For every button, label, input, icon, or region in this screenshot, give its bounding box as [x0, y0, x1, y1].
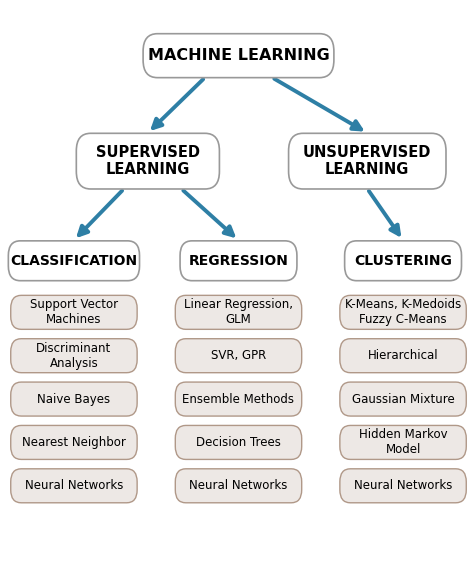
FancyBboxPatch shape [175, 469, 301, 503]
FancyBboxPatch shape [339, 339, 465, 373]
Text: Nearest Neighbor: Nearest Neighbor [22, 436, 126, 449]
FancyBboxPatch shape [339, 382, 465, 416]
Text: CLASSIFICATION: CLASSIFICATION [10, 254, 137, 268]
FancyBboxPatch shape [8, 241, 139, 281]
Text: Hidden Markov
Model: Hidden Markov Model [358, 428, 446, 456]
Text: Hierarchical: Hierarchical [367, 349, 437, 362]
FancyBboxPatch shape [10, 382, 137, 416]
Text: Gaussian Mixture: Gaussian Mixture [351, 393, 454, 406]
Text: Ensemble Methods: Ensemble Methods [182, 393, 294, 406]
Text: Decision Trees: Decision Trees [196, 436, 280, 449]
Text: Neural Networks: Neural Networks [353, 479, 451, 492]
FancyBboxPatch shape [339, 469, 465, 503]
FancyBboxPatch shape [10, 425, 137, 459]
FancyBboxPatch shape [344, 241, 460, 281]
FancyBboxPatch shape [175, 382, 301, 416]
FancyBboxPatch shape [175, 425, 301, 459]
FancyBboxPatch shape [143, 34, 333, 77]
Text: Neural Networks: Neural Networks [189, 479, 287, 492]
Text: Neural Networks: Neural Networks [25, 479, 123, 492]
Text: Discriminant
Analysis: Discriminant Analysis [36, 342, 111, 370]
Text: Naive Bayes: Naive Bayes [37, 393, 110, 406]
FancyBboxPatch shape [175, 339, 301, 373]
FancyBboxPatch shape [10, 295, 137, 329]
FancyBboxPatch shape [76, 134, 219, 189]
FancyBboxPatch shape [10, 469, 137, 503]
Text: Support Vector
Machines: Support Vector Machines [30, 298, 118, 326]
FancyBboxPatch shape [179, 241, 296, 281]
Text: Linear Regression,
GLM: Linear Regression, GLM [184, 298, 292, 326]
FancyBboxPatch shape [339, 425, 465, 459]
FancyBboxPatch shape [175, 295, 301, 329]
Text: UNSUPERVISED
LEARNING: UNSUPERVISED LEARNING [302, 145, 431, 178]
FancyBboxPatch shape [339, 295, 465, 329]
FancyBboxPatch shape [288, 134, 445, 189]
Text: SVR, GPR: SVR, GPR [210, 349, 266, 362]
Text: K-Means, K-Medoids
Fuzzy C-Means: K-Means, K-Medoids Fuzzy C-Means [344, 298, 460, 326]
Text: MACHINE LEARNING: MACHINE LEARNING [147, 48, 329, 63]
Text: CLUSTERING: CLUSTERING [353, 254, 451, 268]
FancyBboxPatch shape [10, 339, 137, 373]
Text: SUPERVISED
LEARNING: SUPERVISED LEARNING [96, 145, 199, 178]
Text: REGRESSION: REGRESSION [188, 254, 288, 268]
